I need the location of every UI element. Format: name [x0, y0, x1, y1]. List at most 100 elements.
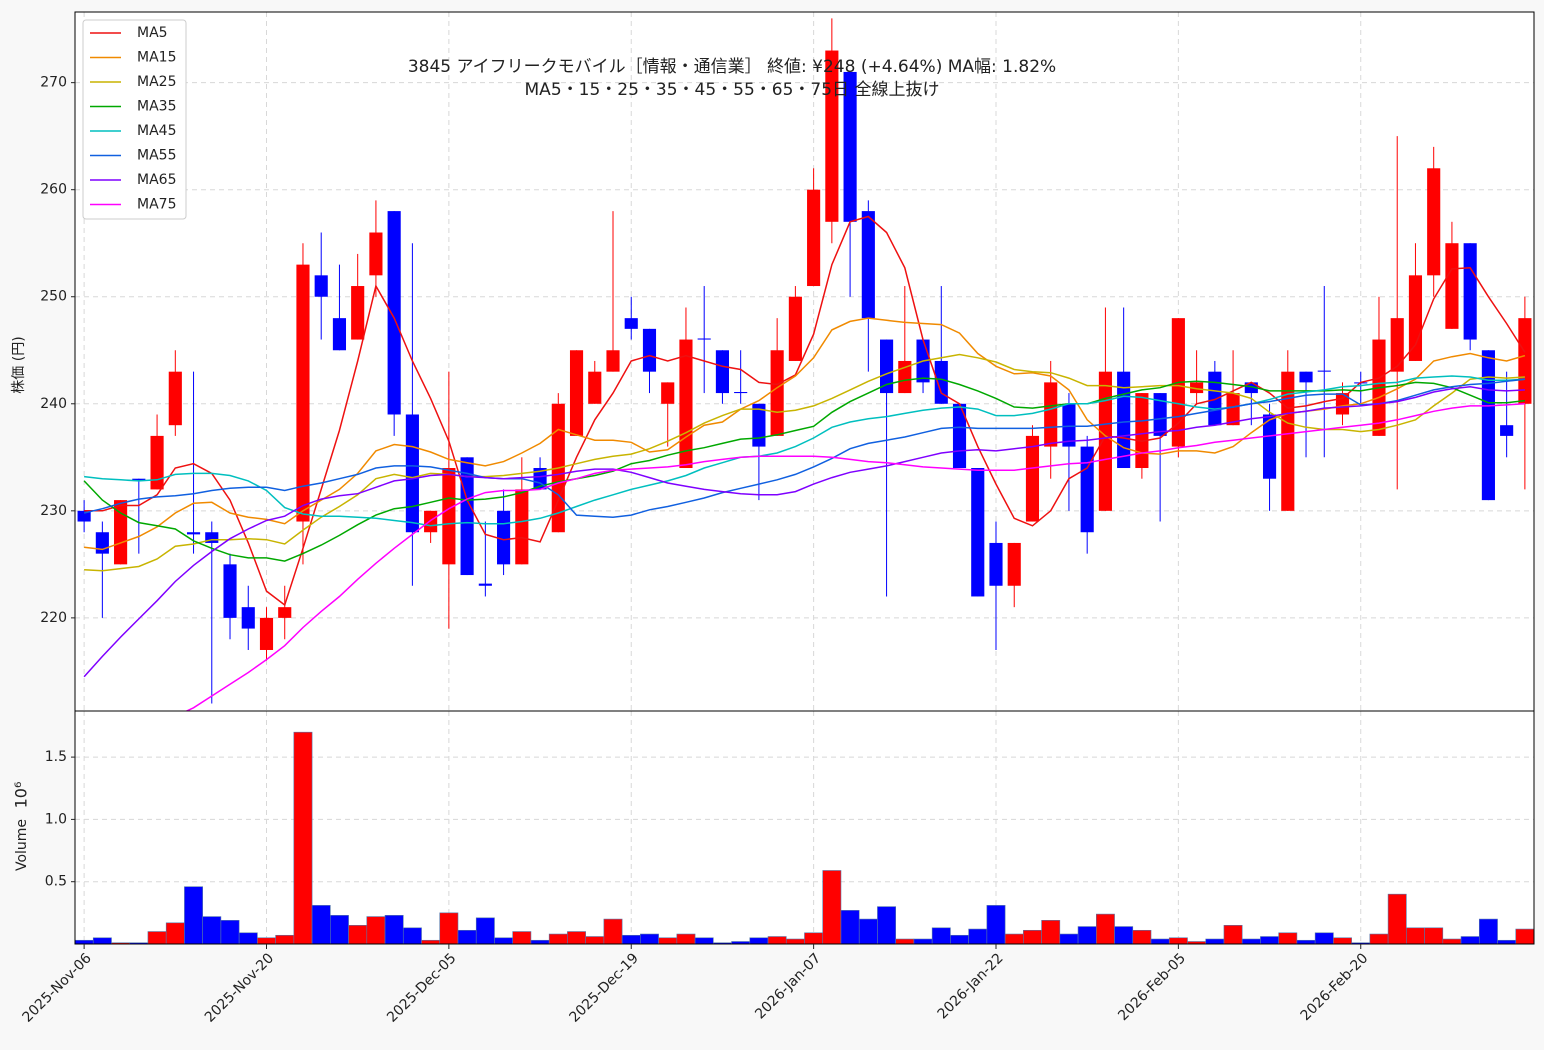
volume-bar [439, 912, 459, 945]
volume-bar [749, 937, 769, 945]
volume-bar [1059, 933, 1079, 945]
candle-body [606, 350, 620, 372]
candle-body [642, 328, 657, 372]
volume-bar [858, 918, 878, 945]
grid [75, 12, 1534, 944]
volume-bar [1387, 893, 1407, 945]
x-tick-label: 2025-Nov-06 [19, 950, 94, 1025]
volume-tick-label: 0.5 [45, 874, 67, 890]
volume-bar [1314, 932, 1334, 945]
candle-body [442, 468, 456, 565]
volume-bar [1114, 926, 1134, 945]
candle-body [1299, 371, 1313, 383]
candle-body [132, 478, 146, 481]
volume-bar [330, 915, 349, 945]
candle-body [1281, 371, 1295, 511]
volume-bar [931, 927, 951, 945]
volume-bar [366, 916, 386, 945]
volume-bar [512, 931, 532, 945]
volume-bar [895, 938, 915, 945]
volume-bar [184, 886, 203, 945]
candle-body [661, 382, 675, 404]
volume-tick-label: 1.0 [45, 811, 67, 827]
candle-body [405, 414, 419, 533]
volume-bar [1442, 938, 1462, 945]
candle-body [588, 371, 602, 404]
candle-body [205, 532, 219, 543]
volume-bar [913, 938, 933, 945]
candle-body [1190, 382, 1204, 394]
candle-body [515, 489, 529, 565]
chart-title: 3845 アイフリークモバイル［情報・通信業］ 終値: ¥248 (+4.64%… [408, 57, 1056, 77]
candle-body [533, 468, 547, 490]
ma-line [84, 215, 1526, 607]
y-tick-label: 240 [40, 396, 67, 412]
volume-bar [457, 929, 477, 945]
volume-bar [1041, 920, 1061, 945]
y-tick-label: 220 [40, 610, 67, 626]
candle-body [1390, 318, 1404, 372]
candle-body [460, 457, 474, 576]
volume-bar [1515, 928, 1535, 945]
candle-body [752, 403, 766, 447]
legend-label: MA55 [137, 148, 176, 164]
candle-body [1427, 168, 1441, 276]
volume-bar [621, 934, 641, 945]
candle-body [168, 371, 182, 426]
volume-bar [640, 933, 659, 945]
volume-bar [257, 937, 276, 945]
volume-bar [1150, 938, 1170, 945]
candle-body [77, 510, 91, 522]
candle-body [788, 296, 802, 361]
ma-line [184, 403, 1525, 711]
price-panel [75, 12, 1534, 711]
volume-bar [1424, 927, 1444, 945]
volume-bar [603, 918, 623, 945]
candle-body [861, 211, 875, 319]
volume-bar [293, 731, 313, 945]
volume-bar [475, 917, 495, 945]
volume-bar [968, 928, 988, 945]
candle-body [351, 286, 365, 340]
volume-bar [165, 922, 185, 945]
ma-line [83, 385, 1525, 678]
volume-bar [1406, 927, 1425, 945]
volume-bar [1077, 926, 1097, 945]
candle-body [1208, 371, 1222, 426]
volume-tick-label: 1.5 [45, 749, 67, 765]
candle-body [1025, 435, 1040, 522]
legend-label: MA15 [137, 50, 176, 66]
x-tick-label: 2026-Jan-22 [935, 950, 1007, 1022]
volume-bar [1096, 913, 1115, 945]
legend-label: MA35 [137, 99, 176, 115]
candle-body [296, 264, 310, 522]
volume-bar [202, 916, 222, 945]
y-tick-label: 230 [40, 503, 67, 519]
volume-bar [840, 910, 860, 945]
volume-bar [877, 906, 896, 945]
candle-body [624, 318, 638, 329]
legend-label: MA65 [137, 172, 176, 188]
candle-body [569, 350, 584, 436]
volume-bar [1132, 929, 1152, 945]
ma-line [84, 375, 1525, 527]
volume-bar [658, 937, 678, 945]
x-tick-label: 2025-Nov-20 [202, 950, 277, 1025]
volume-bar [1497, 939, 1517, 945]
volume-bar [238, 932, 258, 945]
volume-bar [147, 931, 167, 945]
volume-bar [1023, 929, 1042, 945]
volume-bar [676, 933, 696, 945]
legend-label: MA5 [137, 25, 168, 41]
y-axis-label: 株価 (円) [11, 336, 27, 393]
volume-bar [1333, 937, 1352, 945]
candle-body [1153, 393, 1167, 436]
candle-body [1445, 243, 1459, 329]
volume-bar [402, 927, 422, 945]
candle-body [971, 468, 985, 597]
volume-bar [220, 920, 240, 945]
candle-body [1007, 542, 1021, 586]
candle-body [679, 339, 693, 469]
x-tick-label: 2026-Jan-07 [752, 950, 824, 1022]
